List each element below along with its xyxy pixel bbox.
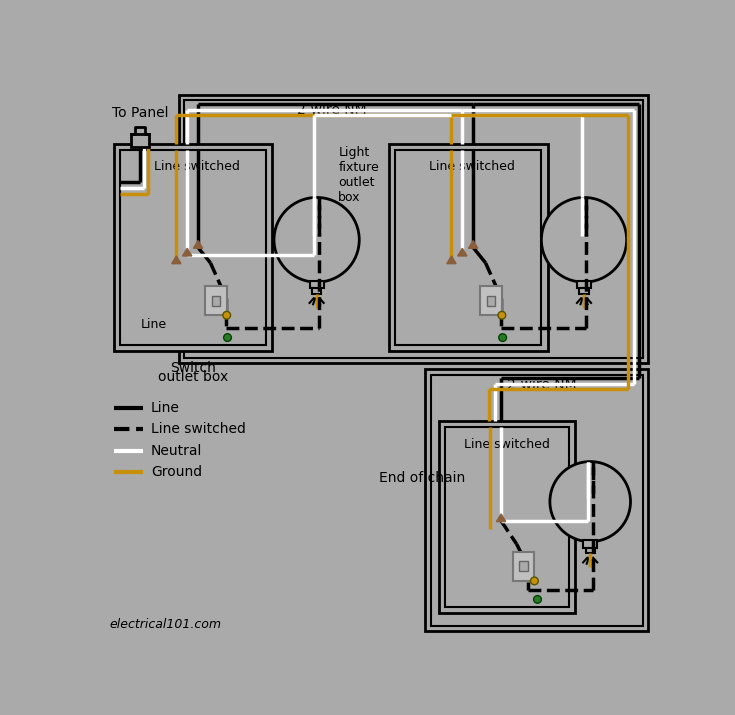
Circle shape bbox=[223, 312, 231, 319]
Text: Line switched: Line switched bbox=[151, 423, 245, 436]
Text: Line: Line bbox=[140, 318, 167, 331]
Text: Line switched: Line switched bbox=[154, 160, 240, 174]
Polygon shape bbox=[172, 256, 181, 264]
Circle shape bbox=[550, 462, 631, 542]
Circle shape bbox=[498, 312, 506, 319]
Text: Switch: Switch bbox=[170, 360, 215, 375]
Polygon shape bbox=[496, 514, 506, 522]
Circle shape bbox=[499, 334, 506, 342]
Bar bbox=[513, 552, 534, 581]
Polygon shape bbox=[447, 256, 456, 264]
Bar bbox=[312, 288, 321, 294]
Bar bbox=[445, 427, 568, 607]
Bar bbox=[579, 288, 589, 294]
Text: Line switched: Line switched bbox=[429, 160, 514, 174]
Polygon shape bbox=[182, 248, 192, 256]
Bar bbox=[131, 134, 149, 147]
Bar bbox=[114, 144, 273, 352]
Bar bbox=[120, 149, 266, 345]
Text: electrical101.com: electrical101.com bbox=[109, 618, 221, 631]
Polygon shape bbox=[468, 240, 478, 248]
Circle shape bbox=[223, 334, 232, 342]
Bar bbox=[431, 375, 643, 626]
Text: outlet box: outlet box bbox=[157, 370, 228, 384]
Bar bbox=[584, 540, 597, 548]
Bar bbox=[425, 369, 648, 631]
Bar bbox=[205, 286, 226, 315]
Text: Line switched: Line switched bbox=[464, 438, 550, 450]
Bar bbox=[179, 95, 648, 363]
Text: 2-wire NM: 2-wire NM bbox=[298, 103, 367, 117]
Text: Ground: Ground bbox=[151, 465, 202, 479]
Text: Line: Line bbox=[151, 400, 179, 415]
Text: End of chain: End of chain bbox=[379, 471, 465, 485]
Polygon shape bbox=[458, 248, 467, 256]
Polygon shape bbox=[193, 240, 203, 248]
Bar bbox=[212, 295, 220, 306]
Circle shape bbox=[531, 577, 538, 585]
Circle shape bbox=[534, 596, 542, 603]
Bar bbox=[487, 295, 495, 306]
Bar bbox=[480, 286, 502, 315]
Circle shape bbox=[274, 197, 359, 282]
Bar bbox=[586, 548, 595, 553]
Bar bbox=[519, 561, 528, 571]
Bar bbox=[395, 149, 542, 345]
Bar bbox=[577, 280, 591, 288]
Bar bbox=[309, 280, 323, 288]
Bar bbox=[389, 144, 548, 352]
Text: 2-wire NM: 2-wire NM bbox=[506, 378, 576, 393]
Circle shape bbox=[542, 197, 627, 282]
Text: To Panel: To Panel bbox=[112, 106, 168, 119]
Bar bbox=[184, 100, 643, 358]
Text: Neutral: Neutral bbox=[151, 444, 202, 458]
Bar bbox=[439, 420, 575, 613]
Text: Light
fixture
outlet
box: Light fixture outlet box bbox=[338, 146, 379, 204]
